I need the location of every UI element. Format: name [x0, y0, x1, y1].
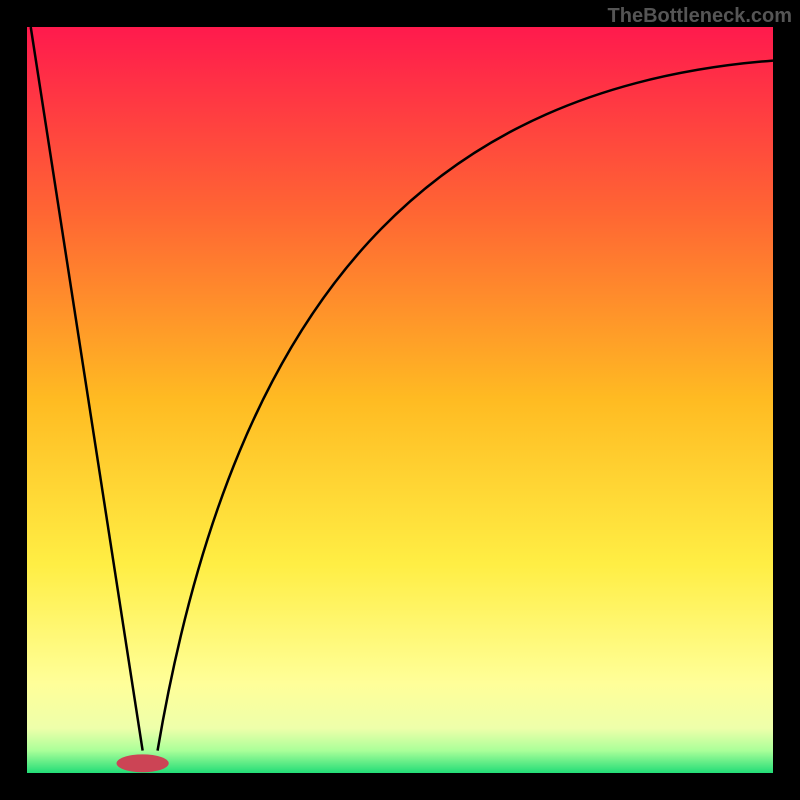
bottleneck-chart-svg — [27, 27, 773, 773]
chart-plot-area — [27, 27, 773, 773]
watermark-text: TheBottleneck.com — [608, 5, 792, 28]
gradient-background — [27, 27, 773, 773]
optimal-point-marker — [117, 754, 169, 772]
